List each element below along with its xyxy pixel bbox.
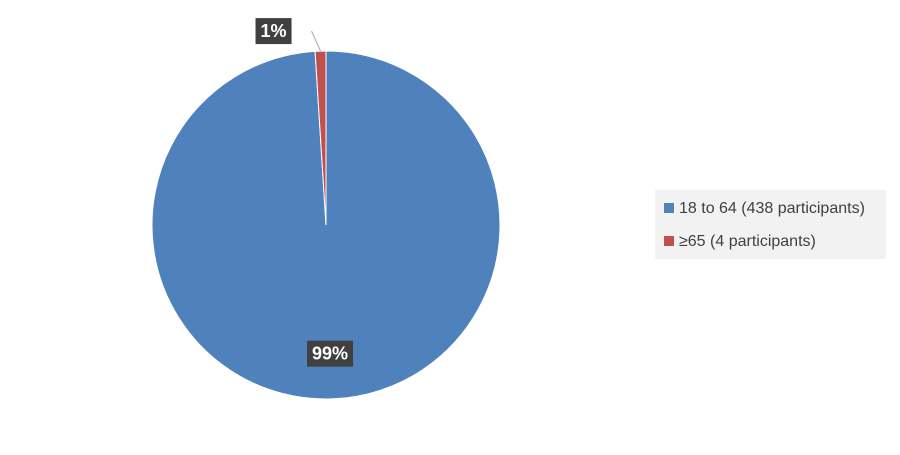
data-label-box [307, 340, 354, 367]
legend-swatch [664, 236, 674, 246]
legend-label: ≥65 (4 participants) [679, 233, 816, 250]
legend-label: 18 to 64 (438 participants) [679, 200, 865, 217]
leader-line [311, 30, 321, 52]
data-label: 1% [261, 21, 287, 41]
data-label: 99% [312, 343, 348, 363]
data-label-box [255, 18, 292, 45]
legend-box [655, 190, 886, 259]
legend-swatch [664, 203, 674, 213]
